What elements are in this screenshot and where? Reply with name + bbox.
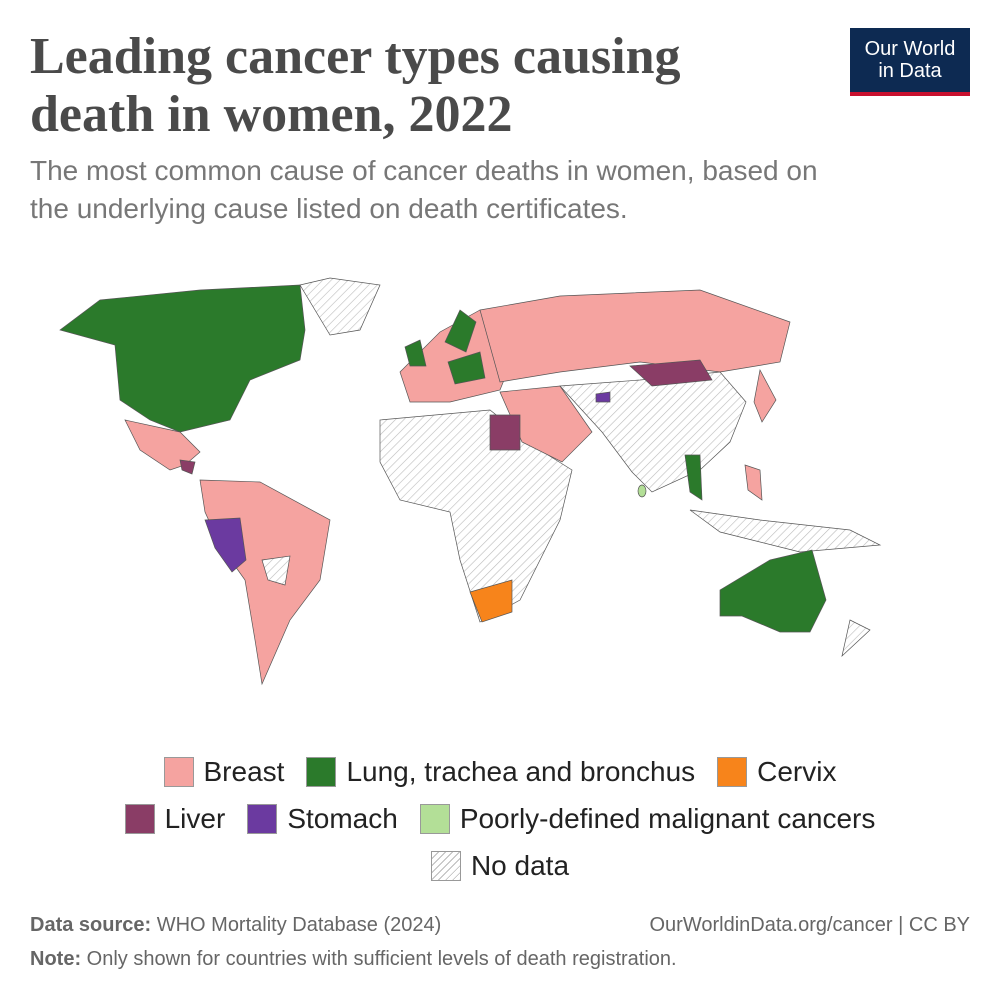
logo-line: in Data [878,60,942,82]
legend-swatch [419,803,450,834]
world-map [59,277,882,686]
region[interactable] [744,464,763,501]
source-line: Data source: WHO Mortality Database (202… [30,908,970,942]
legend-label: Poorly-defined malignant cancers [459,802,876,834]
region[interactable] [753,368,777,423]
legend-item[interactable]: Breast [163,755,285,788]
legend-swatch [163,756,194,787]
region[interactable] [841,619,871,658]
region[interactable] [689,509,882,553]
legend-label: Stomach [287,802,398,834]
legend-row: No data [0,842,1000,889]
region[interactable] [469,579,513,623]
region[interactable] [629,359,713,387]
region[interactable] [719,549,827,633]
legend-item[interactable]: Stomach [247,803,398,835]
region[interactable] [199,479,331,686]
legend-swatch [430,850,461,881]
legend-item[interactable]: Poorly-defined malignant cancers [419,802,876,835]
region[interactable] [447,351,486,385]
region[interactable] [299,277,381,336]
subtitle-line: The most common cause of cancer deaths i… [30,155,818,186]
region[interactable] [479,289,791,383]
region[interactable] [444,309,477,353]
note-line: Note: Only shown for countries with suff… [30,942,970,976]
subtitle: The most common cause of cancer deaths i… [30,152,818,228]
legend-swatch [306,756,337,787]
region[interactable] [489,414,521,451]
region[interactable] [595,391,611,403]
legend-label: Cervix [757,755,837,787]
note-label: Note: [30,948,82,970]
title: Leading cancer types causing death in wo… [30,28,681,144]
legend-swatch [717,756,748,787]
legend-item[interactable]: No data [430,849,570,882]
region[interactable] [204,517,247,573]
region[interactable] [179,459,196,475]
legend-row: Liver Stomach Poorly-defined malignant can… [0,795,1000,842]
legend: Breast Lung, trachea and bronchus Cervix Li… [0,748,1000,889]
legend-item[interactable]: Lung, trachea and bronchus [306,756,695,788]
logo[interactable]: Our World in Data [850,28,970,96]
region[interactable] [637,484,647,498]
region[interactable] [684,454,703,501]
legend-label: Lung, trachea and bronchus [346,755,696,787]
legend-swatch [124,803,155,834]
legend-swatch [247,803,278,834]
legend-label: No data [470,849,570,881]
note: Only shown for countries with sufficient… [86,948,677,970]
footer: Data source: WHO Mortality Database (202… [30,908,970,976]
logo-line: Our World [864,38,956,60]
region[interactable] [59,284,306,433]
url[interactable]: OurWorldinData.org/cancer | CC BY [649,914,971,936]
legend-item[interactable]: Liver [124,802,226,835]
legend-row: Breast Lung, trachea and bronchus Cervix [0,748,1000,795]
title-line: death in women, 2022 [30,86,513,143]
region[interactable] [261,555,291,586]
legend-item[interactable]: Cervix [717,756,836,788]
region[interactable] [404,339,427,367]
legend-label: Liver [164,802,226,834]
legend-label: Breast [203,755,285,787]
subtitle-line: the underlying cause listed on death cer… [30,193,628,224]
source-label: Data source: [30,914,152,936]
source: WHO Mortality Database (2024) [156,914,442,936]
title-line: Leading cancer types causing [30,28,681,85]
